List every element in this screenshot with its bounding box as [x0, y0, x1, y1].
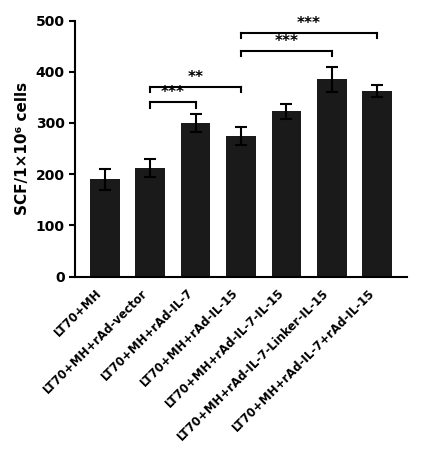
Y-axis label: SCF/1×10⁶ cells: SCF/1×10⁶ cells — [15, 82, 30, 215]
Text: ***: *** — [274, 34, 298, 49]
Text: ***: *** — [297, 16, 321, 31]
Bar — [226, 136, 256, 277]
Bar — [90, 180, 119, 277]
Bar — [317, 79, 346, 277]
Bar — [272, 111, 301, 277]
Bar — [362, 91, 392, 277]
Text: **: ** — [188, 70, 203, 85]
Text: ***: *** — [161, 86, 185, 100]
Bar — [135, 168, 165, 277]
Bar — [181, 123, 210, 277]
